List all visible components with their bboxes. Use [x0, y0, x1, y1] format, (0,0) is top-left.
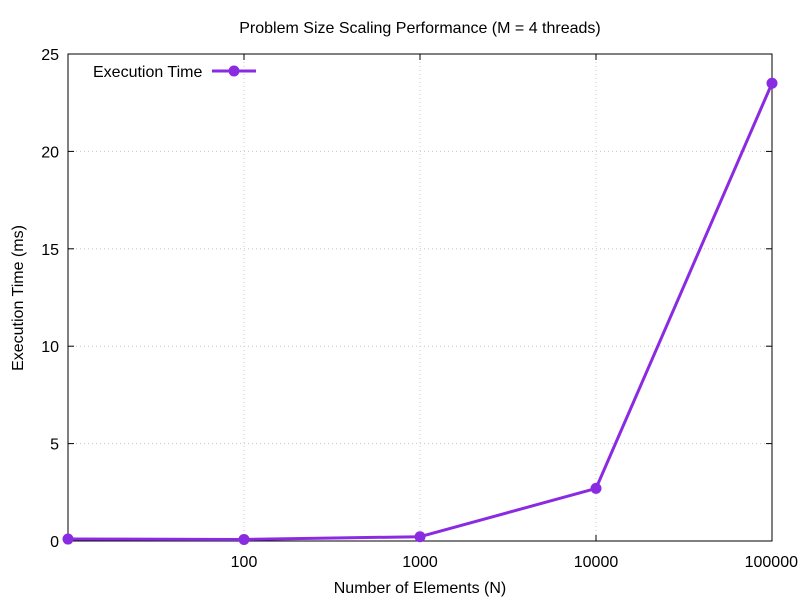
data-point — [414, 531, 426, 543]
plot-border — [67, 53, 773, 542]
y-tick-label: 20 — [41, 144, 59, 161]
x-tick-label: 1000 — [402, 554, 438, 571]
legend-marker — [228, 65, 240, 77]
y-tick-label: 5 — [50, 437, 59, 454]
series-layer — [62, 77, 778, 545]
legend-label: Execution Time — [93, 64, 202, 81]
chart-title: Problem Size Scaling Performance (M = 4 … — [239, 20, 600, 37]
data-point — [62, 533, 74, 545]
data-point — [766, 77, 778, 89]
data-point — [590, 482, 602, 494]
x-axis-label: Number of Elements (N) — [334, 580, 507, 597]
y-tick-label: 15 — [41, 242, 59, 259]
y-axis-label: Execution Time (ms) — [10, 225, 27, 371]
y-tick-label: 25 — [41, 47, 59, 64]
y-tick-label: 10 — [41, 339, 59, 356]
grid-lines — [68, 54, 772, 541]
legend: Execution Time — [93, 64, 256, 81]
y-tick-label: 0 — [50, 534, 59, 551]
tick-labels: 0 5 10 15 20 25 100 1000 10000 100000 — [41, 47, 798, 571]
plot-frame — [67, 53, 773, 542]
x-tick-label: 100000 — [745, 554, 798, 571]
x-tick-label: 100 — [231, 554, 258, 571]
tick-marks — [68, 53, 773, 542]
data-point — [238, 533, 250, 545]
x-tick-label: 10000 — [574, 554, 619, 571]
